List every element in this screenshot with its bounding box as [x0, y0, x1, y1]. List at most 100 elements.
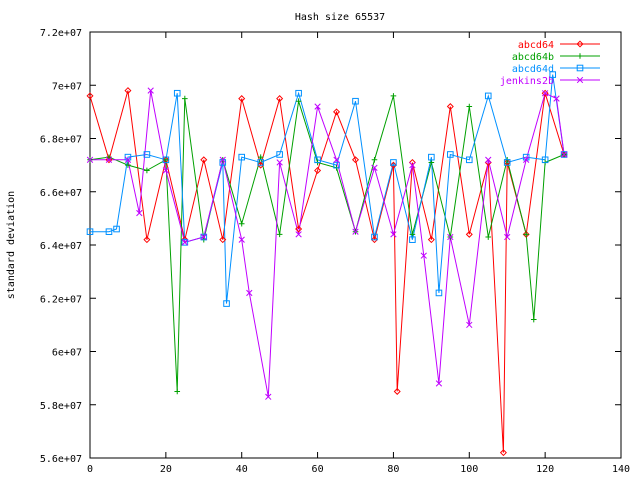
chart-title: Hash size 65537 [295, 12, 385, 23]
data-point-abcd64 [465, 230, 473, 238]
data-point-abcd64d [541, 156, 549, 164]
data-point-abcd64d [428, 153, 435, 161]
data-point-abcd64d [105, 228, 113, 235]
data-point-abcd64d [113, 225, 120, 233]
data-point-abcd64b [409, 231, 416, 238]
data-point-abcd64d [352, 97, 359, 105]
data-point-abcd64d [371, 233, 378, 241]
legend-label: abcd64d [512, 64, 554, 75]
x-tick-label: 100 [460, 464, 478, 475]
legend-label: jenkins2b [500, 76, 554, 87]
data-point-jenkins2b [541, 90, 549, 97]
y-tick-label: 7e+07 [52, 81, 82, 92]
data-point-abcd64d [465, 156, 473, 164]
y-tick-label: 5.8e+07 [40, 401, 82, 412]
data-point-jenkins2b [86, 156, 94, 163]
data-point-jenkins2b [238, 236, 245, 243]
data-point-abcd64 [86, 92, 94, 100]
data-point-jenkins2b [314, 103, 321, 110]
data-point-abcd64 [219, 236, 227, 244]
data-point-abcd64 [124, 87, 132, 95]
y-tick-label: 5.6e+07 [40, 454, 82, 465]
x-tick-label: 40 [236, 464, 248, 475]
data-point-abcd64d [181, 239, 189, 246]
data-point-abcd64b [163, 157, 169, 163]
data-point-jenkins2b [523, 156, 530, 163]
data-point-abcd64 [541, 89, 549, 97]
data-point-jenkins2b [352, 228, 359, 235]
data-point-jenkins2b [435, 380, 443, 387]
data-point-jenkins2b [447, 233, 454, 241]
x-tick-label: 20 [160, 464, 172, 475]
data-point-abcd64d [549, 71, 557, 78]
data-point-jenkins2b [276, 159, 283, 166]
data-point-abcd64d [173, 89, 181, 97]
data-point-abcd64b [428, 159, 435, 166]
data-point-abcd64b [523, 231, 529, 238]
data-point-abcd64d [143, 151, 151, 158]
data-point-jenkins2b [553, 95, 560, 102]
data-point-abcd64 [238, 95, 246, 103]
data-point-abcd64 [295, 225, 303, 233]
y-axis-label: standard deviation [6, 191, 17, 299]
y-tick-label: 6.8e+07 [40, 135, 82, 146]
data-point-abcd64d [86, 228, 94, 235]
data-point-jenkins2b [147, 87, 154, 94]
data-point-abcd64b [371, 157, 378, 163]
data-point-jenkins2b [333, 156, 340, 163]
data-point-jenkins2b [105, 156, 113, 163]
data-point-jenkins2b [371, 164, 378, 171]
data-point-abcd64b [174, 388, 181, 395]
x-tick-label: 0 [87, 464, 93, 475]
series-line-abcd64d [90, 74, 565, 304]
data-point-abcd64b [530, 316, 537, 323]
data-point-abcd64 [333, 108, 341, 116]
data-point-jenkins2b [219, 156, 226, 163]
data-point-jenkins2b [181, 239, 188, 246]
data-point-abcd64d [200, 233, 208, 241]
data-point-abcd64d [560, 151, 568, 158]
data-point-abcd64b [390, 93, 397, 99]
data-point-abcd64d [276, 151, 283, 158]
data-point-jenkins2b [485, 156, 492, 163]
data-point-abcd64d [503, 159, 511, 166]
data-point-abcd64d [390, 159, 397, 166]
data-point-jenkins2b [420, 252, 427, 259]
x-tick-label: 120 [536, 464, 554, 475]
x-tick-label: 80 [387, 464, 399, 475]
data-point-abcd64d [295, 89, 302, 97]
data-point-abcd64 [276, 95, 284, 103]
data-point-jenkins2b [504, 233, 511, 241]
data-point-jenkins2b [560, 151, 568, 158]
data-point-abcd64d [314, 156, 321, 164]
data-point-abcd64 [393, 387, 401, 395]
data-point-jenkins2b [200, 233, 207, 241]
legend-label: abcd64 [518, 40, 554, 51]
y-tick-label: 6e+07 [52, 348, 82, 359]
data-point-abcd64b [125, 162, 131, 168]
data-point-abcd64d [223, 300, 230, 307]
x-tick-label: 60 [312, 464, 324, 475]
series-markers [86, 71, 568, 457]
legend-swatch-marker [576, 40, 584, 48]
data-point-abcd64d [435, 289, 443, 297]
y-tick-label: 7.2e+07 [40, 28, 82, 39]
data-point-abcd64 [200, 156, 208, 164]
data-point-abcd64d [333, 161, 340, 169]
y-tick-label: 6.4e+07 [40, 241, 82, 252]
data-point-abcd64 [351, 156, 360, 164]
data-point-abcd64 [389, 161, 397, 169]
data-point-abcd64b [466, 103, 473, 110]
legend-label: abcd64b [512, 52, 554, 63]
data-point-jenkins2b [162, 167, 170, 174]
x-tick-label: 140 [612, 464, 630, 475]
data-point-abcd64d [162, 156, 170, 164]
data-point-jenkins2b [295, 231, 302, 238]
data-point-abcd64b [257, 154, 264, 160]
data-point-abcd64b [276, 231, 283, 238]
data-point-abcd64b [238, 220, 245, 227]
data-point-abcd64d [409, 236, 416, 243]
y-tick-label: 6.2e+07 [40, 294, 82, 305]
data-point-abcd64 [143, 236, 151, 244]
